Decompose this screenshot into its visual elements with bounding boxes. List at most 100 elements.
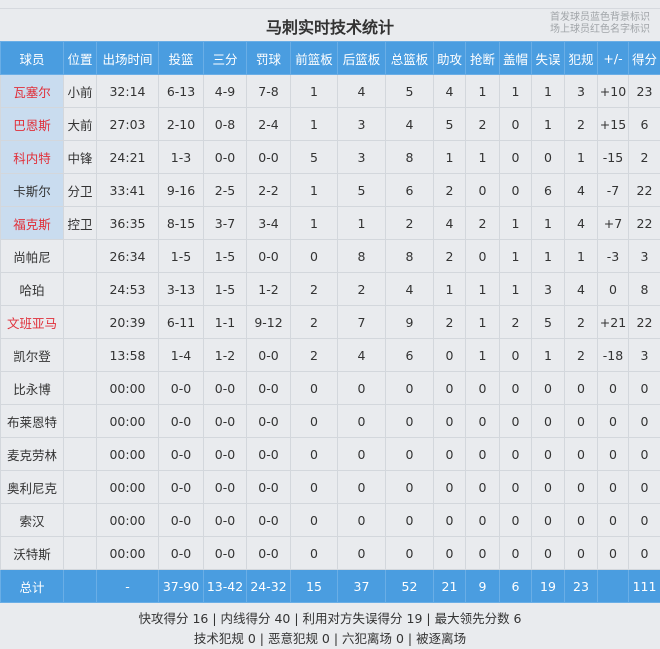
- stat-cell: 9: [386, 306, 434, 339]
- player-name[interactable]: 沃特斯: [1, 537, 64, 570]
- stat-cell: [64, 240, 97, 273]
- stat-cell: 1-3: [159, 141, 204, 174]
- stat-cell: +21: [598, 306, 629, 339]
- stat-cell: 0: [466, 174, 500, 207]
- stat-cell: 0: [466, 438, 500, 471]
- column-header[interactable]: 抢断: [466, 42, 500, 75]
- stat-cell: 0: [532, 372, 565, 405]
- stat-cell: 0-0: [159, 504, 204, 537]
- stat-cell: 0: [466, 504, 500, 537]
- stat-cell: 1: [500, 75, 532, 108]
- stat-cell: 00:00: [97, 504, 159, 537]
- stat-cell: 0: [565, 537, 598, 570]
- stat-cell: 8: [338, 240, 386, 273]
- stat-cell: 1-5: [204, 240, 247, 273]
- stat-cell: 8: [386, 141, 434, 174]
- stat-cell: 0-0: [204, 141, 247, 174]
- stat-cell: 0: [466, 537, 500, 570]
- player-name[interactable]: 布莱恩特: [1, 405, 64, 438]
- stat-cell: 5: [291, 141, 338, 174]
- player-name[interactable]: 哈珀: [1, 273, 64, 306]
- column-header[interactable]: 盖帽: [500, 42, 532, 75]
- column-header[interactable]: 出场时间: [97, 42, 159, 75]
- stat-cell: 0: [338, 504, 386, 537]
- stat-cell: 0-0: [159, 372, 204, 405]
- stat-cell: 00:00: [97, 405, 159, 438]
- player-name[interactable]: 麦克劳林: [1, 438, 64, 471]
- stat-cell: 3: [532, 273, 565, 306]
- stat-cell: 0: [434, 438, 466, 471]
- player-name[interactable]: 卡斯尔: [1, 174, 64, 207]
- stat-cell: 6-13: [159, 75, 204, 108]
- stat-cell: 0: [500, 438, 532, 471]
- stat-cell: 0-0: [247, 438, 291, 471]
- stat-cell: -15: [598, 141, 629, 174]
- column-header[interactable]: 球员: [1, 42, 64, 75]
- stat-cell: [64, 273, 97, 306]
- stat-cell: 8-15: [159, 207, 204, 240]
- column-header[interactable]: 失误: [532, 42, 565, 75]
- stat-cell: 3-7: [204, 207, 247, 240]
- stat-cell: 1: [532, 339, 565, 372]
- stat-cell: 1: [291, 75, 338, 108]
- player-name[interactable]: 索汉: [1, 504, 64, 537]
- column-header[interactable]: 三分: [204, 42, 247, 75]
- stat-cell: 1: [466, 306, 500, 339]
- player-name[interactable]: 福克斯: [1, 207, 64, 240]
- column-header[interactable]: 后篮板: [338, 42, 386, 75]
- player-name[interactable]: 奥利尼克: [1, 471, 64, 504]
- stat-cell: 0: [565, 471, 598, 504]
- stat-cell: 2: [565, 306, 598, 339]
- stat-cell: 0: [598, 537, 629, 570]
- stat-cell: 22: [629, 306, 660, 339]
- stat-cell: 0: [386, 372, 434, 405]
- player-name[interactable]: 科内特: [1, 141, 64, 174]
- column-header[interactable]: 犯规: [565, 42, 598, 75]
- column-header[interactable]: 前篮板: [291, 42, 338, 75]
- player-name[interactable]: 瓦塞尔: [1, 75, 64, 108]
- stat-cell: 0: [629, 405, 660, 438]
- stat-cell: 24:21: [97, 141, 159, 174]
- stat-cell: 2: [338, 273, 386, 306]
- summary-line-2: 技术犯规 0 | 恶意犯规 0 | 六犯离场 0 | 被逐离场: [0, 629, 660, 649]
- stat-cell: 0-0: [247, 504, 291, 537]
- stat-cell: 0: [500, 339, 532, 372]
- column-header[interactable]: 位置: [64, 42, 97, 75]
- stat-cell: 00:00: [97, 537, 159, 570]
- stat-cell: 0-0: [159, 438, 204, 471]
- stat-cell: 2: [565, 339, 598, 372]
- column-header[interactable]: 得分: [629, 42, 660, 75]
- column-header[interactable]: 总篮板: [386, 42, 434, 75]
- stat-cell: 0: [291, 471, 338, 504]
- column-header[interactable]: 罚球: [247, 42, 291, 75]
- stat-cell: 2: [434, 240, 466, 273]
- stat-cell: 0-0: [204, 504, 247, 537]
- stat-cell: -3: [598, 240, 629, 273]
- stat-cell: 0: [598, 405, 629, 438]
- stat-cell: 5: [386, 75, 434, 108]
- stat-cell: 4: [386, 273, 434, 306]
- stat-cell: 3-4: [247, 207, 291, 240]
- player-name[interactable]: 文班亚马: [1, 306, 64, 339]
- stat-cell: 22: [629, 207, 660, 240]
- column-header[interactable]: 投篮: [159, 42, 204, 75]
- stat-cell: 0: [598, 438, 629, 471]
- player-name[interactable]: 凯尔登: [1, 339, 64, 372]
- stat-cell: 2: [466, 207, 500, 240]
- player-name[interactable]: 巴恩斯: [1, 108, 64, 141]
- stat-cell: 2: [565, 108, 598, 141]
- player-name[interactable]: 比永博: [1, 372, 64, 405]
- stat-cell: 0: [291, 504, 338, 537]
- stat-cell: 7-8: [247, 75, 291, 108]
- column-header[interactable]: +/-: [598, 42, 629, 75]
- stat-cell: 小前: [64, 75, 97, 108]
- stat-cell: 00:00: [97, 438, 159, 471]
- stat-cell: 2: [500, 306, 532, 339]
- column-header[interactable]: 助攻: [434, 42, 466, 75]
- stat-cell: 2: [386, 207, 434, 240]
- player-name[interactable]: 尚帕尼: [1, 240, 64, 273]
